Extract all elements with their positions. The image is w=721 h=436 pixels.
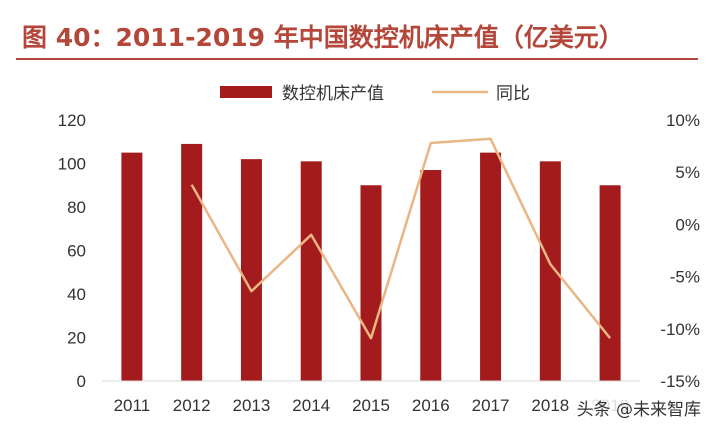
y-tick-label: 80	[67, 198, 86, 217]
y-tick-label: 60	[67, 242, 86, 261]
x-axis: 201120122013201420152016201720182019	[114, 396, 629, 415]
bar	[241, 159, 262, 381]
x-tick-label: 2018	[531, 396, 569, 415]
x-tick-label: 2013	[233, 396, 271, 415]
x-tick-label: 2012	[173, 396, 211, 415]
y-tick-label: 0	[77, 372, 86, 391]
bar-series	[121, 144, 620, 381]
y2-tick-label: -10%	[660, 320, 700, 339]
legend: 数控机床产值 同比	[220, 84, 530, 103]
bar	[301, 161, 322, 381]
y2-tick-label: -5%	[670, 268, 700, 287]
y2-tick-label: -15%	[660, 372, 700, 391]
y2-tick-label: 0%	[675, 215, 700, 234]
legend-bar-swatch	[220, 86, 272, 98]
bar	[600, 185, 621, 381]
bar	[480, 153, 501, 381]
bar	[181, 144, 202, 381]
y2-tick-label: 10%	[666, 111, 700, 130]
x-tick-label: 2017	[472, 396, 510, 415]
x-tick-label: 2011	[114, 396, 151, 415]
y-axis: 0 20 40 60 80 100 120	[58, 111, 86, 391]
watermark: 头条 @未来智库	[573, 395, 705, 420]
bar	[361, 185, 382, 381]
legend-bar-label: 数控机床产值	[282, 84, 384, 103]
legend-line-label: 同比	[496, 84, 530, 103]
bar	[420, 170, 441, 381]
y2-axis: -15% -10% -5% 0% 5% 10%	[660, 111, 700, 391]
x-tick-label: 2016	[412, 396, 450, 415]
bar	[540, 161, 561, 381]
y-tick-label: 40	[67, 285, 86, 304]
bar	[121, 153, 142, 381]
y2-tick-label: 5%	[675, 163, 700, 182]
y-tick-label: 20	[67, 329, 86, 348]
y-tick-label: 120	[58, 111, 86, 130]
x-tick-label: 2014	[292, 396, 330, 415]
y-tick-label: 100	[58, 155, 86, 174]
x-tick-label: 2015	[352, 396, 390, 415]
